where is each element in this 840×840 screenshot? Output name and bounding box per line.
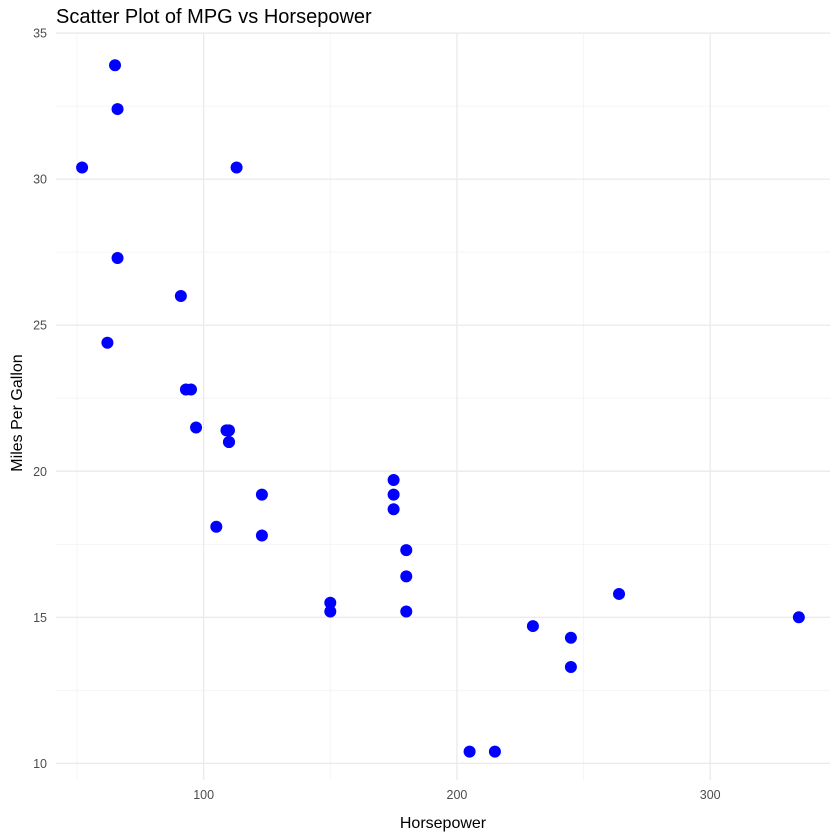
y-tick-label: 25 <box>33 319 47 333</box>
data-point <box>564 631 577 644</box>
data-point <box>564 660 577 673</box>
data-point <box>526 620 539 633</box>
data-point <box>255 488 268 501</box>
y-axis-ticks: 10 15 20 25 30 35 <box>33 27 47 771</box>
chart-title: Scatter Plot of MPG vs Horsepower <box>56 6 372 28</box>
y-tick-label: 35 <box>33 27 47 41</box>
data-point <box>792 611 805 624</box>
data-point <box>222 436 235 449</box>
data-point <box>400 544 413 557</box>
x-tick-label: 100 <box>193 788 214 802</box>
data-point <box>324 605 337 618</box>
data-point <box>184 383 197 396</box>
y-tick-label: 30 <box>33 173 47 187</box>
y-tick-label: 10 <box>33 757 47 771</box>
data-point <box>613 587 626 600</box>
data-point <box>387 503 400 516</box>
data-point <box>174 290 187 303</box>
data-point <box>101 336 114 349</box>
data-point <box>111 103 124 116</box>
data-point <box>387 488 400 501</box>
data-point <box>190 421 203 434</box>
data-point <box>488 745 501 758</box>
y-tick-label: 15 <box>33 611 47 625</box>
data-point <box>230 161 243 174</box>
y-tick-label: 20 <box>33 465 47 479</box>
minor-gridlines <box>56 34 830 780</box>
data-point <box>111 252 124 265</box>
data-point <box>324 596 337 609</box>
x-tick-label: 200 <box>447 788 468 802</box>
data-point <box>400 605 413 618</box>
data-points <box>76 59 805 758</box>
data-point <box>387 474 400 487</box>
major-gridlines <box>56 32 830 780</box>
data-point <box>76 161 89 174</box>
x-tick-label: 300 <box>700 788 721 802</box>
y-axis-label: Miles Per Gallon <box>9 354 26 471</box>
data-point <box>255 529 268 542</box>
x-axis-label: Horsepower <box>400 815 487 832</box>
data-point <box>463 745 476 758</box>
data-point <box>400 570 413 583</box>
data-point <box>109 59 122 72</box>
data-point <box>210 520 223 533</box>
x-axis-ticks: 100 200 300 <box>193 788 720 802</box>
data-point <box>220 424 233 437</box>
